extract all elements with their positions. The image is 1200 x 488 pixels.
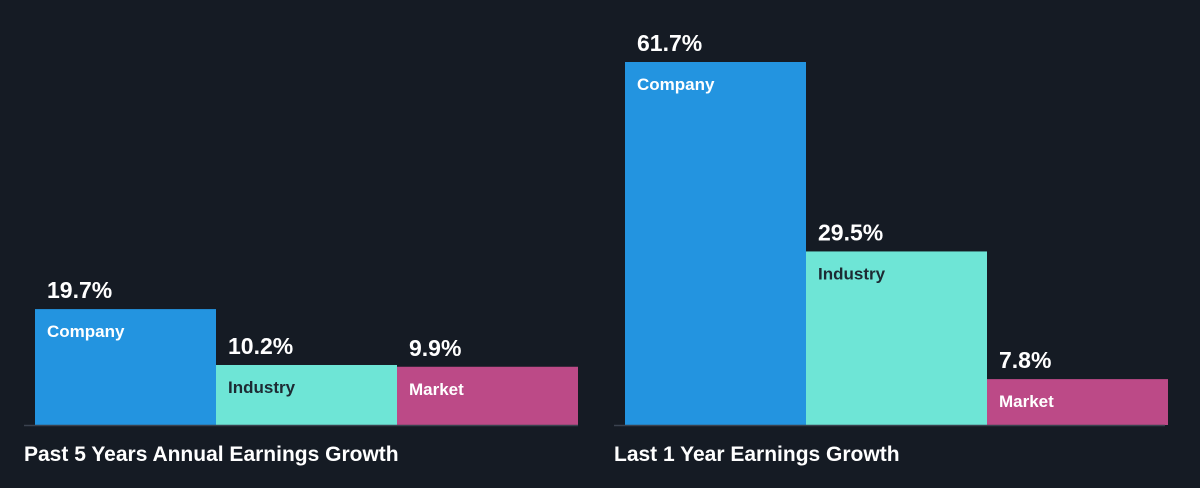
value-label: 10.2% — [228, 333, 293, 359]
bar-industry — [216, 364, 397, 425]
chart-panel-last-1-year: Company 61.7% Industry 29.5% Market 7.8% Last… — [614, 0, 1175, 488]
category-label: Industry — [818, 264, 886, 283]
bar-market — [987, 379, 1168, 425]
bar-company — [35, 309, 216, 425]
bar-market — [397, 366, 578, 425]
value-label: 9.9% — [409, 335, 461, 361]
chart-title: Last 1 Year Earnings Growth — [614, 443, 900, 466]
category-label: Company — [47, 322, 125, 341]
bar-industry — [806, 251, 987, 425]
chart-panel-past-5-years: Company 19.7% Industry 10.2% Market 9.9% Past… — [24, 0, 590, 488]
bar-chart-last-1-year: Company 61.7% Industry 29.5% Market 7.8% — [614, 30, 1168, 427]
bar-chart-past-5-years: Company 19.7% Industry 10.2% Market 9.9% — [24, 277, 578, 427]
value-label: 7.8% — [999, 347, 1051, 373]
value-label: 19.7% — [47, 277, 112, 303]
category-label: Company — [637, 75, 715, 94]
category-label: Industry — [228, 378, 296, 397]
bar-company — [625, 62, 806, 425]
value-label: 61.7% — [637, 30, 702, 56]
category-label: Market — [409, 380, 464, 399]
value-label: 29.5% — [818, 219, 883, 245]
chart-title: Past 5 Years Annual Earnings Growth — [24, 443, 399, 466]
category-label: Market — [999, 392, 1054, 411]
